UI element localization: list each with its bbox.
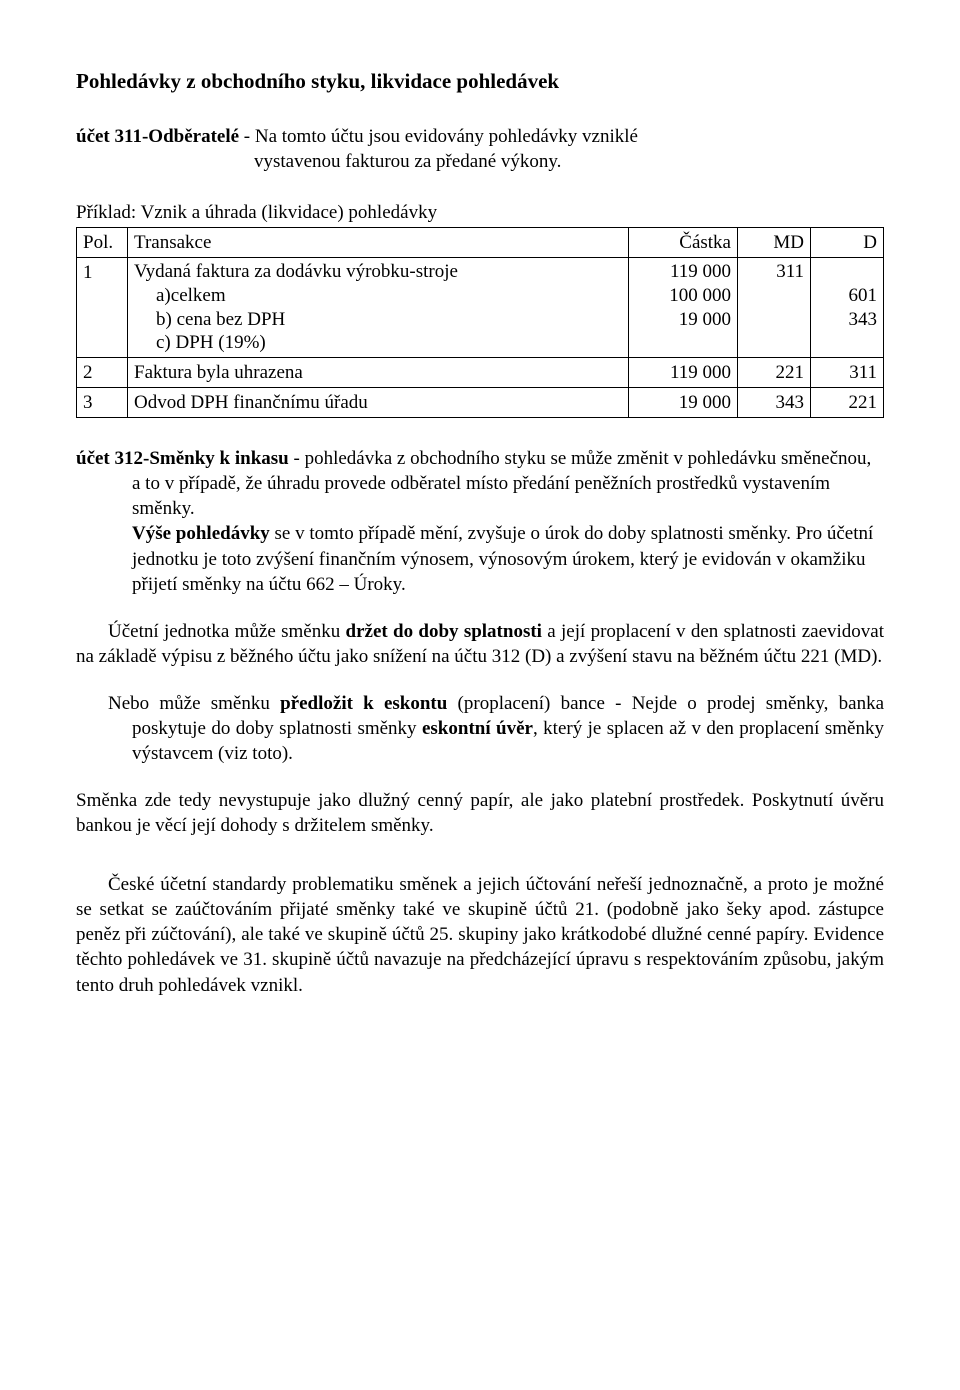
cell-d: 311	[811, 358, 884, 388]
para-standardy: České účetní standardy problematiku směn…	[76, 872, 884, 997]
eskont-a: Nebo může směnku	[108, 693, 280, 714]
cell-md: 221	[738, 358, 811, 388]
r1-md1: 311	[776, 260, 804, 284]
cell-md: 311	[738, 258, 811, 358]
eskont-b: předložit k eskontu	[280, 693, 447, 714]
intro-block: účet 311-Odběratelé - Na tomto účtu jsou…	[76, 124, 884, 174]
cell-desc: Faktura byla uhrazena	[128, 358, 629, 388]
r1-line4: c) DPH (19%)	[134, 331, 622, 355]
intro-sep: -	[239, 126, 255, 147]
table-header-row: Pol. Transakce Částka MD D	[77, 227, 884, 257]
cell-md: 343	[738, 388, 811, 418]
example-label: Příklad: Vznik a úhrada (likvidace) pohl…	[76, 200, 884, 225]
drzet-a: Účetní jednotka může směnku	[108, 621, 346, 642]
cell-amt: 19 000	[629, 388, 738, 418]
intro-line1: Na tomto účtu jsou evidovány pohledávky …	[255, 126, 638, 147]
cell-amt: 119 000	[629, 358, 738, 388]
r1-line1: Vydaná faktura za dodávku výrobku-stroje	[134, 260, 622, 284]
table-row: 2 Faktura byla uhrazena 119 000 221 311	[77, 358, 884, 388]
cell-pol: 3	[77, 388, 128, 418]
r1-a1: 119 000	[670, 260, 731, 284]
cell-pol: 1	[77, 258, 128, 358]
intro-line2: vystavenou fakturou za předané výkony.	[254, 149, 884, 174]
th-d: D	[811, 227, 884, 257]
th-md: MD	[738, 227, 811, 257]
r1-a3: 19 000	[679, 308, 731, 332]
table-row: 3 Odvod DPH finančnímu úřadu 19 000 343 …	[77, 388, 884, 418]
th-trans: Transakce	[128, 227, 629, 257]
p312-mid-bold: Výše pohledávky	[132, 523, 270, 544]
cell-desc: Vydaná faktura za dodávku výrobku-stroje…	[128, 258, 629, 358]
para-312: účet 312-Směnky k inkasu - pohledávka z …	[76, 446, 884, 596]
cell-desc: Odvod DPH finančnímu úřadu	[128, 388, 629, 418]
page-title: Pohledávky z obchodního styku, likvidace…	[76, 68, 884, 96]
r1-line2: a)celkem	[134, 284, 622, 308]
r1-d2: 601	[849, 284, 878, 308]
cell-amt: 119 000 100 000 19 000	[629, 258, 738, 358]
p312-lead-bold: účet 312-Směnky k inkasu	[76, 448, 289, 469]
drzet-b: držet do doby splatnosti	[346, 621, 542, 642]
th-amt: Částka	[629, 227, 738, 257]
r1-d3: 343	[849, 308, 878, 332]
transaction-table: Pol. Transakce Částka MD D 1 Vydaná fakt…	[76, 227, 884, 418]
para-drzet: Účetní jednotka může směnku držet do dob…	[76, 619, 884, 669]
cell-pol: 2	[77, 358, 128, 388]
account-label: účet 311-Odběratelé	[76, 126, 239, 147]
para-eskont: Nebo může směnku předložit k eskontu (pr…	[76, 691, 884, 766]
cell-d: 221	[811, 388, 884, 418]
table-row: 1 Vydaná faktura za dodávku výrobku-stro…	[77, 258, 884, 358]
para-smenka: Směnka zde tedy nevystupuje jako dlužný …	[76, 788, 884, 838]
r1-a2: 100 000	[669, 284, 731, 308]
eskont-d: eskontní úvěr	[422, 718, 533, 739]
th-pol: Pol.	[77, 227, 128, 257]
r1-line3: b) cena bez DPH	[134, 308, 622, 332]
cell-d: 601 343	[811, 258, 884, 358]
